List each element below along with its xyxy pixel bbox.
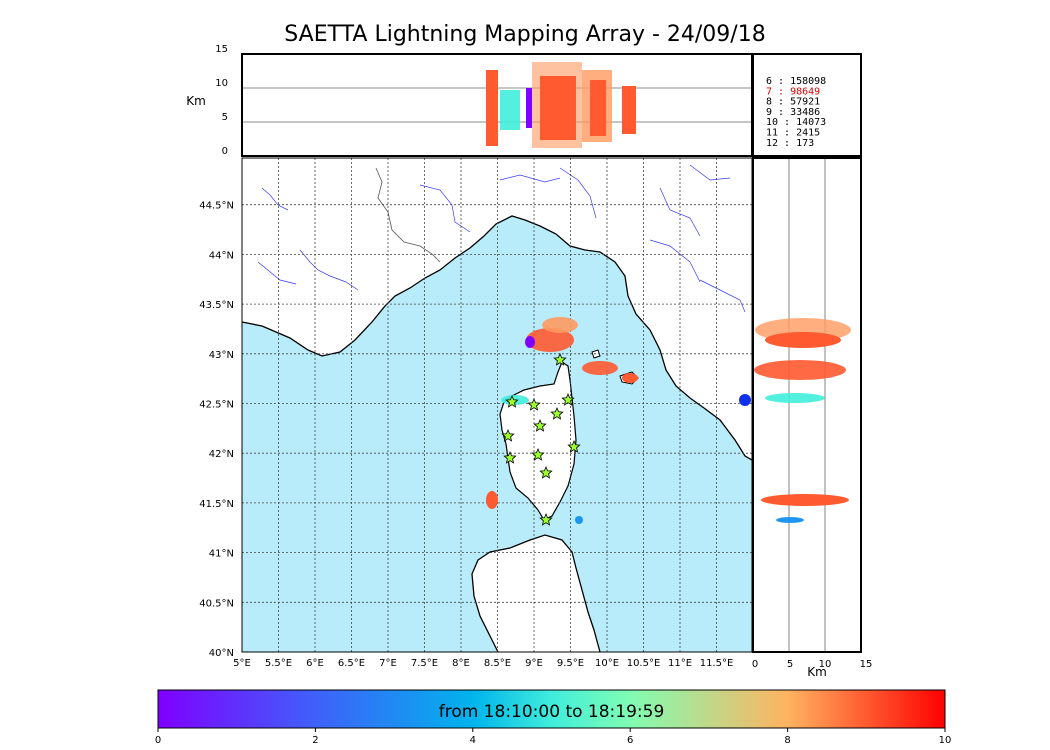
station-star-icon xyxy=(531,447,545,461)
station-star-icon xyxy=(505,394,519,408)
longitude-tick-labels: 5°E 5.5°E 6°E 6.5°E 7°E 7.5°E 8°E 8.5°E 9°E 9.5°E… xyxy=(233,658,733,669)
height-tick-label: 15 xyxy=(215,44,228,55)
coastline xyxy=(242,215,752,461)
legend-row: 9 : 33486 xyxy=(766,107,820,118)
lat-tick-label: 43.5°N xyxy=(199,300,234,311)
colorbar: 0 2 4 6 8 10 xyxy=(155,689,952,746)
legend-row: 8 : 57921 xyxy=(766,97,820,108)
legend-row: 12 : 173 xyxy=(766,138,814,149)
figure-title: SAETTA Lightning Mapping Array - 24/09/1… xyxy=(284,22,766,47)
lat-tick-label: 41.5°N xyxy=(199,499,234,510)
side-tick-label: 5 xyxy=(787,659,793,670)
lon-tick-label: 8°E xyxy=(452,658,470,669)
legend-row: 10 : 14073 xyxy=(766,117,826,128)
altitude-longitude-panel xyxy=(241,53,753,157)
border-line xyxy=(375,167,441,263)
station-star-icon xyxy=(567,439,581,453)
lon-tick-label: 8.5°E xyxy=(484,658,511,669)
station-star-icon xyxy=(503,450,517,464)
lat-tick-label: 40.5°N xyxy=(199,598,234,609)
lat-tick-label: 41°N xyxy=(209,549,234,560)
colorbar-label: from 18:10:00 to 18:19:59 xyxy=(438,702,665,722)
height-tick-label: 0 xyxy=(222,146,228,157)
lat-tick-label: 43°N xyxy=(209,350,234,361)
colorbar-tick-label: 0 xyxy=(155,735,161,746)
colorbar-tick-label: 10 xyxy=(939,735,952,746)
lon-tick-label: 10.5°E xyxy=(627,658,661,669)
legend-row: 11 : 2415 xyxy=(766,128,820,139)
lon-tick-label: 7.5°E xyxy=(411,658,438,669)
station-star-icon xyxy=(527,397,541,411)
lma-stations xyxy=(501,352,581,526)
lon-tick-label: 5°E xyxy=(233,658,251,669)
station-star-icon xyxy=(561,392,575,406)
lat-tick-label: 44.5°N xyxy=(199,201,234,212)
lon-tick-label: 9.5°E xyxy=(557,658,584,669)
height-axis-label: Km xyxy=(186,94,206,108)
lon-tick-label: 9°E xyxy=(525,658,543,669)
lon-tick-label: 5.5°E xyxy=(265,658,292,669)
side-axis-label: Km xyxy=(807,665,827,679)
lon-tick-label: 11°E xyxy=(668,658,692,669)
rivers xyxy=(257,164,746,313)
height-tick-label: 5 xyxy=(222,112,228,123)
station-star-icon xyxy=(501,428,515,442)
lon-tick-label: 10°E xyxy=(595,658,619,669)
colorbar-tick-label: 2 xyxy=(312,735,318,746)
colorbar-tick-label: 4 xyxy=(470,735,476,746)
lon-tick-label: 7°E xyxy=(379,658,397,669)
latitude-tick-labels: 40°N 40.5°N 41°N 41.5°N 42°N 42.5°N 43°N 43.5°N… xyxy=(199,201,234,659)
lat-tick-label: 42.5°N xyxy=(199,400,234,411)
station-star-icon xyxy=(539,465,553,479)
lightning-sources-map xyxy=(486,317,751,524)
lon-tick-label: 6.5°E xyxy=(338,658,365,669)
lat-tick-label: 40°N xyxy=(209,648,234,659)
colorbar-tick-label: 6 xyxy=(627,735,633,746)
lon-tick-label: 6°E xyxy=(306,658,324,669)
map-gridlines xyxy=(242,158,752,652)
station-star-icon xyxy=(550,406,564,420)
colorbar-tick-label: 8 xyxy=(784,735,790,746)
legend-row: 6 : 158098 xyxy=(766,76,826,87)
side-tick-label: 15 xyxy=(860,659,873,670)
height-tick-labels: 0 5 10 15 xyxy=(215,44,228,157)
side-tick-label: 0 xyxy=(752,659,758,670)
legend-row: 7 : 98649 xyxy=(766,86,820,97)
side-height-tick-labels: 0 5 10 15 xyxy=(752,659,873,670)
station-star-icon xyxy=(539,512,553,526)
map-panel xyxy=(241,157,753,653)
side-tick-label: 10 xyxy=(819,659,832,670)
lon-tick-label: 11.5°E xyxy=(700,658,734,669)
lat-tick-label: 44°N xyxy=(209,250,234,261)
station-star-icon xyxy=(533,418,547,432)
station-star-icon xyxy=(553,352,567,366)
altitude-latitude-panel xyxy=(752,157,862,653)
height-tick-label: 10 xyxy=(215,78,228,89)
lat-tick-label: 42°N xyxy=(209,449,234,460)
